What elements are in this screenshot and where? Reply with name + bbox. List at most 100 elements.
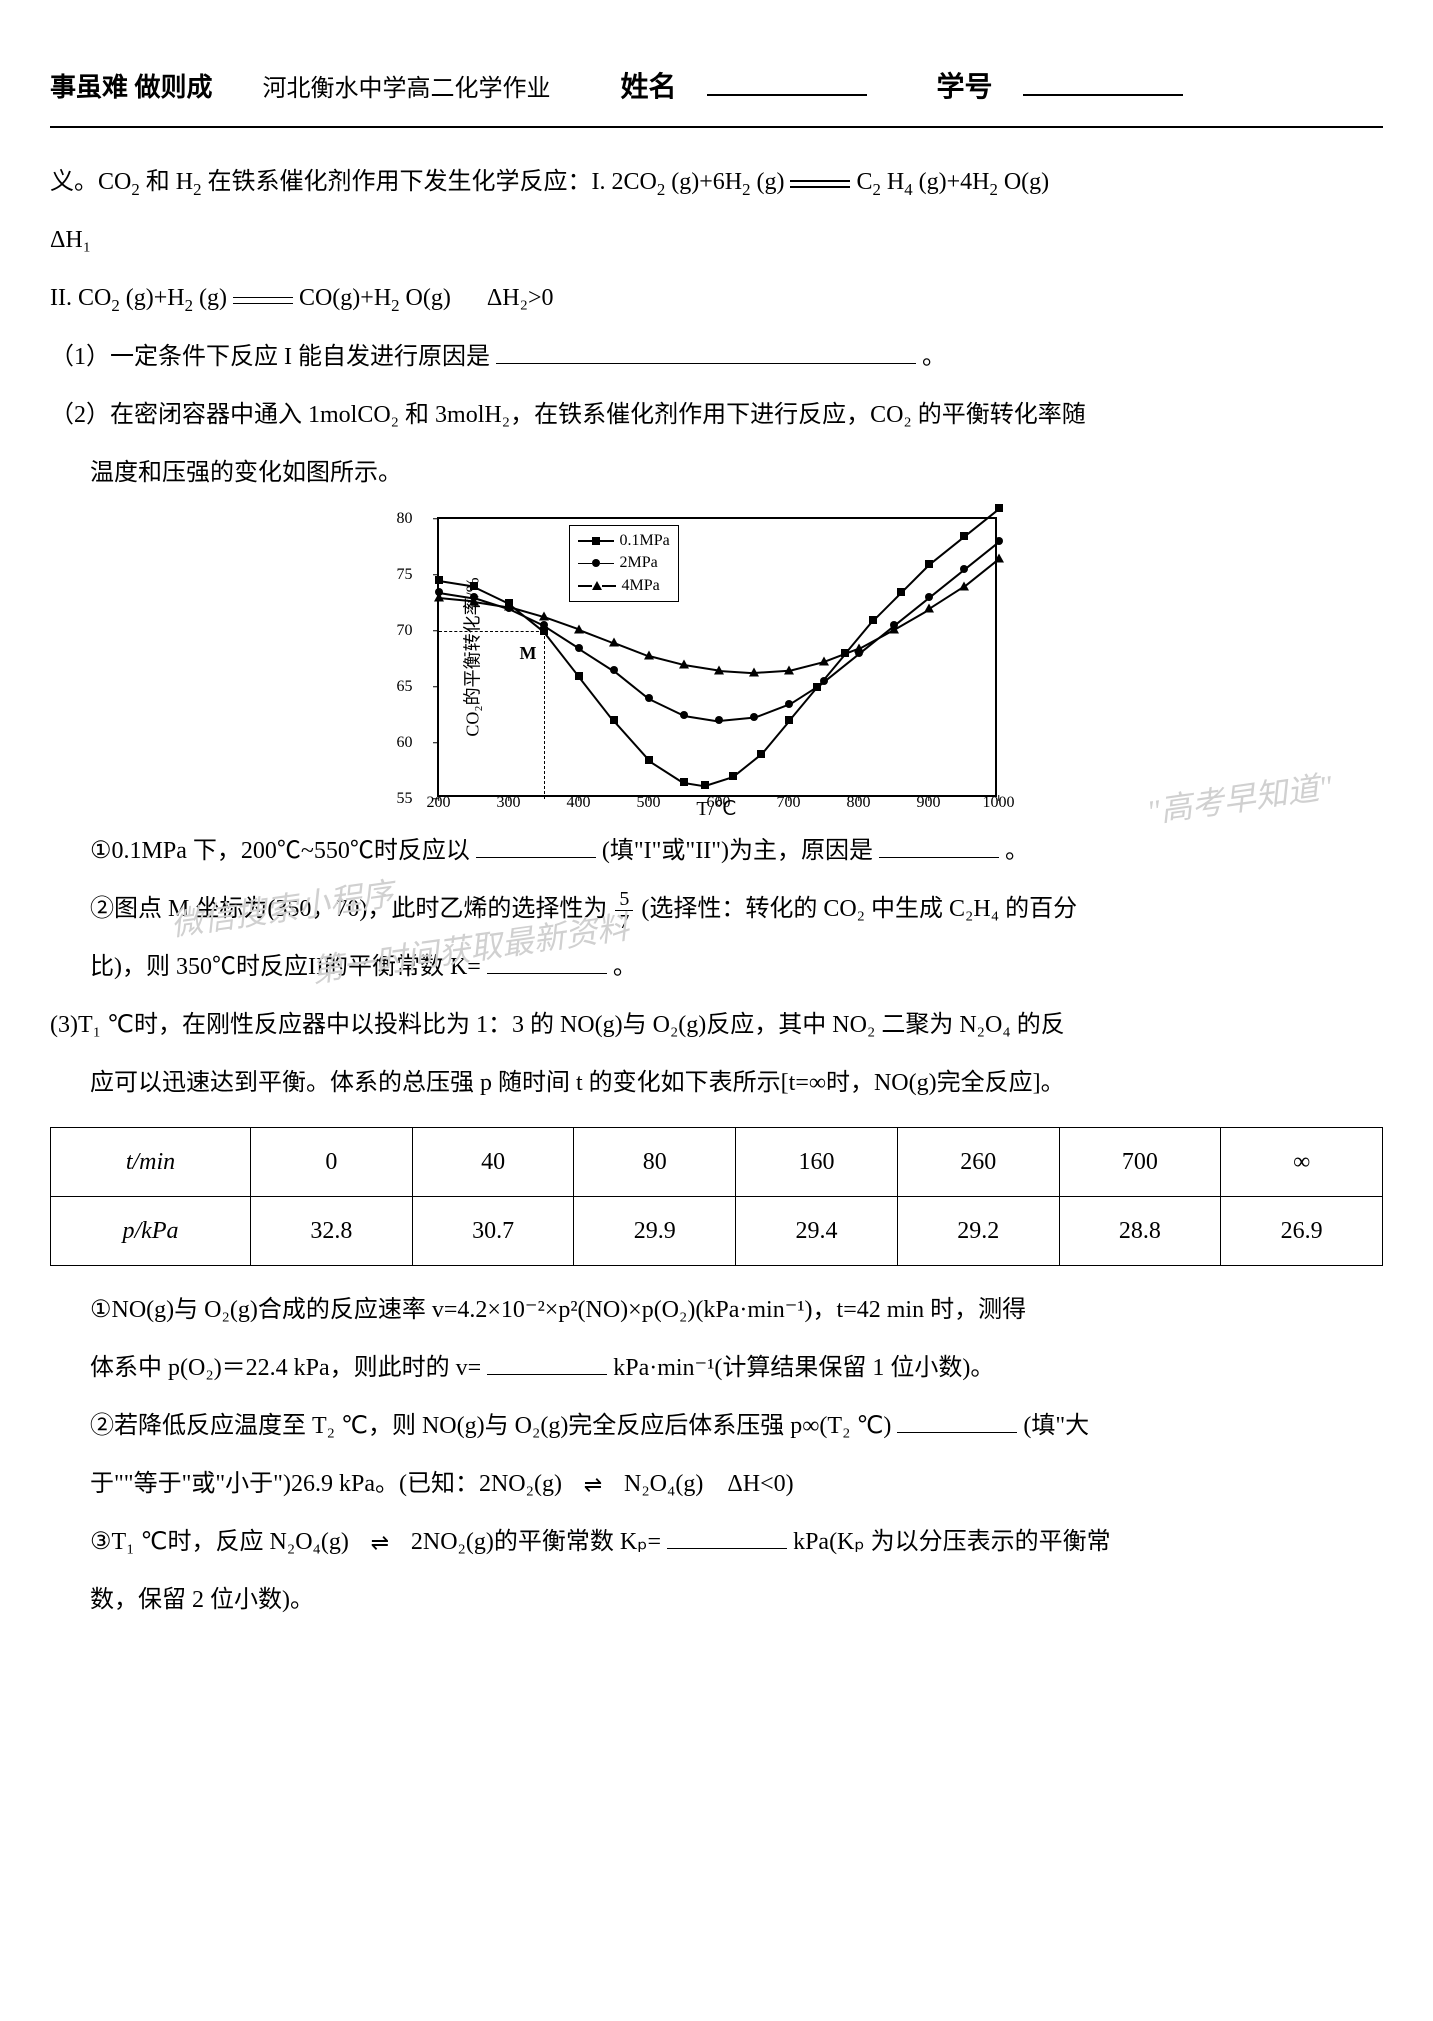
question-3-3a: ③T₁ ℃时，反应 N₂O₄(g) 2NO₂(g)的平衡常数 Kₚ= kPa(K… [50, 1518, 1383, 1566]
answer-blank[interactable] [487, 950, 607, 974]
answer-blank[interactable] [667, 1525, 787, 1549]
data-point [819, 657, 829, 666]
data-point [994, 553, 1004, 562]
question-2-1: ①0.1MPa 下，200℃~550℃时反应以 (填"I"或"II")为主，原因… [50, 827, 1383, 875]
ytick-label: 60 [397, 727, 413, 759]
data-point [540, 621, 548, 629]
data-point [889, 624, 899, 633]
data-point [645, 756, 653, 764]
data-point [610, 716, 618, 724]
data-point [679, 660, 689, 669]
chart-container: CO₂的平衡转化率/% T/℃ 0.1MPa2MPa4MPa 556065707… [50, 517, 1383, 797]
data-point [680, 778, 688, 786]
table-cell: 29.4 [736, 1196, 898, 1265]
xtick-label: 200 [427, 787, 451, 819]
question-3-1a: ①NO(g)与 O₂(g)合成的反应速率 v=4.2×10⁻²×p²(NO)×p… [50, 1286, 1383, 1334]
table-cell: 29.9 [574, 1196, 736, 1265]
answer-blank[interactable] [897, 1409, 1017, 1433]
data-point [925, 593, 933, 601]
data-point [820, 677, 828, 685]
ytick-label: 70 [397, 615, 413, 647]
data-point [539, 612, 549, 621]
data-point [701, 781, 709, 789]
data-point [785, 716, 793, 724]
xtick-label: 400 [567, 787, 591, 819]
table-header-row: t/min04080160260700∞ [51, 1127, 1383, 1196]
data-point [995, 504, 1003, 512]
content: 义。CO2 和 H2 在铁系催化剂作用下发生化学反应：I. 2CO2 (g)+6… [50, 158, 1383, 1624]
ytick-label: 75 [397, 559, 413, 591]
answer-blank[interactable] [496, 340, 916, 364]
question-3-2a: ②若降低反应温度至 T₂ ℃，则 NO(g)与 O₂(g)完全反应后体系压强 p… [50, 1402, 1383, 1450]
data-point [435, 576, 443, 584]
xtick-label: 700 [777, 787, 801, 819]
name-field[interactable] [707, 72, 867, 96]
question-2a: （2）在密闭容器中通入 1molCO₂ 和 3molH₂，在铁系催化剂作用下进行… [50, 391, 1383, 439]
pressure-table: t/min04080160260700∞ p/kPa32.830.729.929… [50, 1127, 1383, 1266]
motto: 事虽难 做则成 [50, 62, 213, 114]
data-point [609, 637, 619, 646]
data-point [960, 565, 968, 573]
data-point [749, 668, 759, 677]
question-3-1b: 体系中 p(O₂)＝22.4 kPa，则此时的 v= kPa·min⁻¹(计算结… [50, 1344, 1383, 1392]
equilibrium-arrow-icon [568, 1480, 618, 1490]
data-point [610, 666, 618, 674]
xtick-label: 300 [497, 787, 521, 819]
legend-item: 4MPa [578, 575, 670, 597]
data-point [959, 581, 969, 590]
ytick-label: 65 [397, 671, 413, 703]
data-point [644, 651, 654, 660]
answer-blank[interactable] [487, 1351, 607, 1375]
name-label: 姓名 [621, 60, 677, 116]
data-point [924, 604, 934, 613]
dh1: ΔH₁ [50, 216, 1383, 264]
answer-blank[interactable] [476, 834, 596, 858]
data-point [784, 665, 794, 674]
xtick-label: 900 [917, 787, 941, 819]
data-point [925, 560, 933, 568]
id-label: 学号 [937, 60, 993, 116]
reaction-2: II. CO2 (g)+H2 (g) CO(g)+H2 O(g) ΔH₂>0 [50, 274, 1383, 322]
table-data-row: p/kPa32.830.729.929.429.228.826.9 [51, 1196, 1383, 1265]
fraction: 5 7 [615, 888, 633, 933]
question-3b: 应可以迅速达到平衡。体系的总压强 p 随时间 t 的变化如下表所示[t=∞时，N… [50, 1059, 1383, 1107]
data-point [729, 772, 737, 780]
question-3-2b: 于""等于"或"小于")26.9 kPa。(已知：2NO₂(g) N₂O₄(g)… [50, 1460, 1383, 1508]
xtick-label: 600 [707, 787, 731, 819]
data-point [715, 716, 723, 724]
data-point [434, 593, 444, 602]
question-3-3b: 数，保留 2 位小数)。 [50, 1576, 1383, 1624]
table-row-label: p/kPa [51, 1196, 251, 1265]
table-cell: 29.2 [897, 1196, 1059, 1265]
data-point [995, 537, 1003, 545]
answer-blank[interactable] [879, 834, 999, 858]
school-title: 河北衡水中学高二化学作业 [263, 65, 551, 113]
data-point [645, 694, 653, 702]
xtick-label: 1000 [983, 787, 1015, 819]
table-header-cell: 80 [574, 1127, 736, 1196]
question-2b: 温度和压强的变化如图所示。 [50, 449, 1383, 497]
table-header-cell: 40 [412, 1127, 574, 1196]
legend-item: 2MPa [578, 552, 670, 574]
data-point [869, 616, 877, 624]
reaction-1: 义。CO2 和 H2 在铁系催化剂作用下发生化学反应：I. 2CO2 (g)+6… [50, 158, 1383, 206]
equilibrium-arrow-icon [355, 1538, 405, 1548]
xtick-label: 800 [847, 787, 871, 819]
question-2-2b: 比)，则 350℃时反应II的平衡常数 K= 。 [50, 943, 1383, 991]
table-cell: 28.8 [1059, 1196, 1221, 1265]
question-1: （1）一定条件下反应 I 能自发进行原因是 。 [50, 333, 1383, 381]
data-point [504, 602, 514, 611]
page-header: 事虽难 做则成 河北衡水中学高二化学作业 姓名 学号 [50, 60, 1383, 128]
ytick-label: 80 [397, 503, 413, 535]
data-point [960, 532, 968, 540]
data-point [854, 643, 864, 652]
data-point [714, 665, 724, 674]
point-m-label: M [520, 635, 537, 671]
table-header-cell: ∞ [1221, 1127, 1383, 1196]
question-2-2a: ②图点 M 坐标为(350，70)，此时乙烯的选择性为 5 7 (选择性：转化的… [50, 885, 1383, 933]
data-point [575, 644, 583, 652]
data-point [470, 582, 478, 590]
table-header-cell: 0 [251, 1127, 413, 1196]
xtick-label: 500 [637, 787, 661, 819]
id-field[interactable] [1023, 72, 1183, 96]
